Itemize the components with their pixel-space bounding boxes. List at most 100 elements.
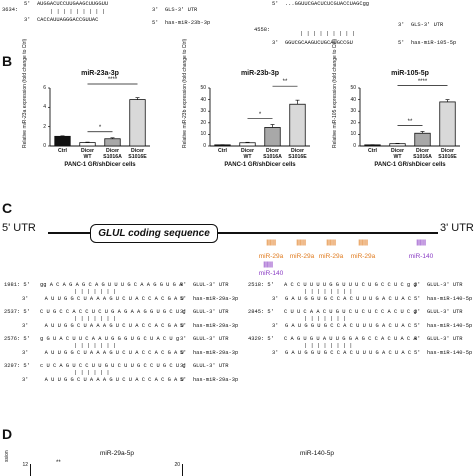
significance-label: ** [407,118,413,125]
chart-title: miR-23a-3p [81,70,119,77]
x-tick-label: Dicer S1016E [438,148,457,160]
bar [389,143,406,147]
x-tick-label: Dicer WT [241,148,254,160]
y-tick-label: 20 [200,119,206,126]
mirna-label: 5' has-miR-29a-3p [180,377,239,383]
utr-label: 3' GLUL-3' UTR [414,282,463,288]
x-tick-label: Dicer WT [81,148,94,160]
panel-d-title-left: miR-29a-5p [100,450,134,457]
site-label-mir-29a: miR-29a [350,253,376,260]
site-marker: |||||||||| [358,240,368,246]
alignment-position: 2845: 5' [248,309,274,315]
site-label-mir-29a: miR-29a [289,253,315,260]
alignment-position: 2518: 5' [248,282,274,288]
panel-d-ylabel-fragment: ssion [4,450,10,462]
y-tick-label: 30 [200,108,206,115]
utr-label: 3' GLUL-3' UTR [180,282,229,288]
mirna-label: 5' has-miR-140-5p [414,350,473,356]
y-tick-label: 10 [200,131,206,138]
alignment-position: 3297: 5' [4,363,30,369]
chart-title: miR-105-5p [391,70,429,77]
panel-d-ytick: 12 [22,462,28,468]
alignment-position: 4329: 5' [248,336,274,342]
utr-sequence: c U C A G U C C U U G U C U U G C C U G … [40,363,186,369]
alignment-position: 1981: 5' [4,282,30,288]
utr-sequence: 5' AUGGACUCCUUGAAGCUUGGUU [24,1,109,7]
site-label-mir-140: miR-140 [258,270,284,277]
y-tick-label: 6 [43,85,46,91]
alignment-position: 2537: 5' [4,309,30,315]
site-marker: |||||||||| [266,240,276,246]
y-tick-label: 50 [200,85,206,91]
pairing-bars: | | | | | | | [74,316,117,322]
mirna-sequence: 3' A U U G G C U A A A G U C U A C C A C… [22,323,184,329]
utr-sequence: C U U C A A C U G U C U C U C C A C U C … [284,309,417,315]
mirna-sequence: 3' A U U G G C U A A A G U C U A C C A C… [22,377,184,383]
panel-d-yaxis-left [30,464,31,476]
site-marker: |||||||||| [263,262,273,268]
x-tick-label: Dicer S1016A [103,148,122,160]
y-tick-label: 0 [353,143,356,149]
coding-sequence-box: GLUL coding sequence [90,224,218,243]
panel-d-yaxis-right [182,464,183,476]
pairing-bars: | | | | | | [74,370,110,376]
significance-label: * [98,124,102,131]
utr-label: 3' GLUL-3' UTR [414,336,463,342]
y-tick-label: 40 [200,96,206,103]
utr-sequence: 5' ...GGUUCGACUCUCGUACCUAGCgg [272,1,370,7]
bar [414,132,431,147]
x-tick-label: Dicer WT [391,148,404,160]
y-tick-label: 0 [43,143,46,149]
x-tick-label: Ctrl [218,148,227,154]
pairing-bars: | | | | | | | [74,343,117,349]
panel-c-label: C [2,200,13,216]
utr-sequence: g G U A C U U C A A U G G G U G C U A C … [40,336,180,342]
significance-label: * [258,111,262,118]
mirna-label: 5' has-miR-29a-3p [180,350,239,356]
y-tick-label: 4 [43,104,46,111]
y-tick-label: 20 [350,119,356,126]
x-group-label: PANC-1 GR/shDicer cells [224,162,296,168]
x-tick-label: Dicer S1016A [413,148,432,160]
x-tick-label: Dicer S1016E [128,148,147,160]
utr-label: 3' GLUL-3' UTR [180,363,229,369]
panel-b-label: B [2,53,13,69]
mirna-sequence: 3' G A U G G U G C C A C U U U G A C U A… [272,323,412,329]
pairing-bars: | | | | | | | | [304,289,353,295]
x-tick-label: Dicer S1016A [263,148,282,160]
site-label-mir-29a: miR-29a [258,253,284,260]
panel-d-ytick: 20 [174,462,180,468]
mirna-sequence: 3' A U U G G C U A A A G U C U A C C A C… [22,296,184,302]
x-tick-label: Dicer S1016E [288,148,307,160]
site-marker: |||||||||| [326,240,336,246]
bar [439,101,456,147]
site-marker: |||||||||| [296,240,306,246]
y-tick-label: 2 [43,123,46,130]
mirna-sequence: 3' A U U G G C U A A A G U C U A C C A C… [22,350,184,356]
y-tick-label: 50 [350,85,356,91]
coding-sequence-label: GLUL coding sequence [98,228,210,239]
mirna-label: 5' has-miR-29a-3p [180,323,239,329]
pairing-bars: | | | | | | | | | [300,31,355,37]
mirna-label: 5' has-miR-140-5p [414,323,473,329]
x-group-label: PANC-1 GR/shDicer cells [374,162,446,168]
panel-d-title-right: miR-140-5p [300,450,334,457]
mirna-label: 5' has-miR-105-5p [398,40,457,46]
y-tick-label: 30 [350,108,356,115]
alignment-position: 2576: 5' [4,336,30,342]
utr-sequence: gg A C A G A G C A G U U U G C A A G G U… [40,282,183,288]
utr-sequence: C A G U G U A U U G G A G C C A C U A C … [284,336,417,342]
y-tick-label: 0 [203,143,206,149]
site-label-mir-29a: miR-29a [318,253,344,260]
pairing-bars: | | | | | | | | [304,343,353,349]
utr-label: 3' GLUL-3' UTR [180,336,229,342]
mirna-label: 5' has-miR-29a-3p [180,296,239,302]
x-tick-label: Ctrl [368,148,377,154]
pairing-bars: | | | | | | | [304,316,347,322]
x-tick-label: Ctrl [58,148,67,154]
mirna-sequence: 3' CACCAUUAGGGACCGUUAC [24,17,99,23]
significance-label: **** [107,77,118,83]
mirna-label: 5' has-miR-140-5p [414,296,473,302]
